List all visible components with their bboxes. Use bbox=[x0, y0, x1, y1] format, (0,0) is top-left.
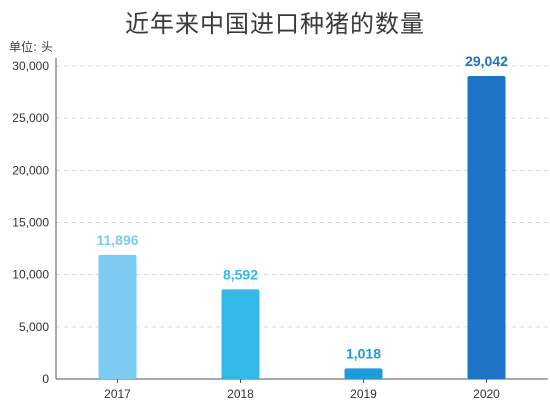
y-tick-label: 30,000 bbox=[12, 59, 49, 73]
data-label-2017: 11,896 bbox=[96, 232, 138, 248]
bar-2018 bbox=[221, 289, 260, 379]
bar-2020 bbox=[467, 75, 506, 380]
data-label-2018: 8,592 bbox=[223, 266, 258, 282]
y-tick-label: 10,000 bbox=[12, 268, 49, 282]
y-tick-label: 25,000 bbox=[12, 111, 49, 125]
x-tick-label: 2020 bbox=[473, 387, 500, 401]
y-tick-label: 15,000 bbox=[12, 216, 49, 230]
data-label-2019: 1,018 bbox=[346, 345, 381, 361]
x-tick-label: 2018 bbox=[227, 387, 254, 401]
unit-label: 单位: 头 bbox=[9, 40, 53, 54]
bar-2019 bbox=[344, 368, 383, 379]
data-label-2020: 29,042 bbox=[465, 53, 508, 69]
chart-title: 近年来中国进口种猪的数量 bbox=[125, 10, 425, 38]
bar-2017 bbox=[98, 254, 137, 379]
y-tick-label: 20,000 bbox=[12, 163, 49, 177]
y-tick-label: 5,000 bbox=[19, 320, 49, 334]
x-tick-label: 2019 bbox=[350, 387, 377, 401]
x-tick-label: 2017 bbox=[104, 387, 131, 401]
y-tick-label: 0 bbox=[42, 372, 49, 386]
